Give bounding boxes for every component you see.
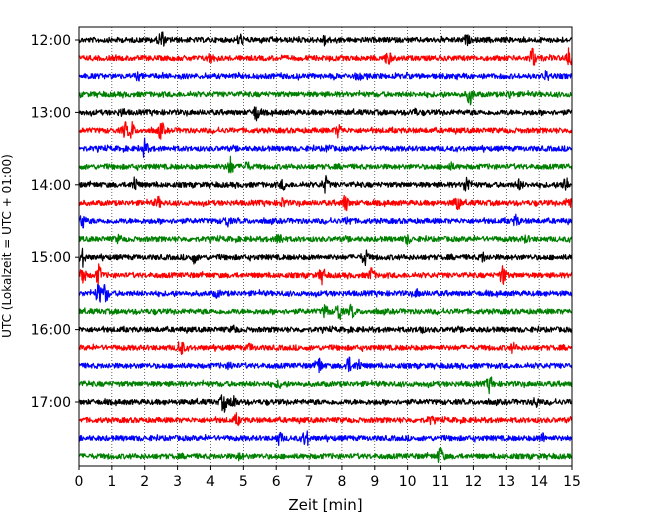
trace-1430 (78, 213, 573, 229)
trace-1500 (78, 247, 573, 268)
trace-1400 (78, 175, 573, 194)
trace-1315 (78, 121, 573, 140)
trace-1345 (78, 155, 573, 174)
trace-1545 (78, 303, 573, 321)
y-tick-label: 16:00 (31, 323, 71, 339)
trace-1745 (78, 446, 573, 463)
y-tick-label: 13:00 (31, 105, 71, 121)
x-tick-label: 7 (305, 474, 314, 490)
x-tick-label: 3 (173, 474, 182, 490)
x-tick-label: 14 (530, 474, 548, 490)
trace-1715 (78, 412, 573, 427)
trace-1515 (78, 263, 573, 287)
trace-1200 (78, 31, 573, 47)
trace-1230 (78, 70, 573, 82)
x-tick-label: 10 (399, 474, 417, 490)
trace-1445 (78, 233, 573, 246)
trace-1600 (78, 324, 573, 334)
plot-frame (78, 26, 573, 467)
trace-1700 (78, 394, 573, 413)
x-tick-label: 13 (497, 474, 515, 490)
y-axis-ticks: 12:00 13:00 14:00 15:00 16:00 17:00 (31, 33, 79, 411)
x-tick-label: 8 (337, 474, 346, 490)
x-tick-label: 4 (206, 474, 215, 490)
trace-1630 (78, 356, 573, 374)
x-tick-label: 5 (239, 474, 248, 490)
trace-1300 (78, 106, 573, 122)
trace-1330 (78, 137, 573, 158)
x-axis-label: Zeit [min] (288, 496, 362, 514)
y-tick-label: 17:00 (31, 395, 71, 411)
x-tick-label: 6 (272, 474, 281, 490)
y-tick-label: 15:00 (31, 250, 71, 266)
seismic-traces (78, 31, 573, 463)
trace-1530 (78, 283, 573, 303)
vertical-grid (111, 27, 540, 466)
trace-1415 (78, 194, 573, 212)
x-tick-label: 12 (464, 474, 482, 490)
x-tick-label: 15 (563, 474, 581, 490)
y-tick-label: 12:00 (31, 33, 71, 49)
trace-1730 (78, 430, 573, 447)
x-tick-label: 9 (370, 474, 379, 490)
x-tick-label: 2 (140, 474, 149, 490)
trace-1645 (78, 376, 573, 395)
trace-1245 (78, 90, 573, 106)
x-tick-label: 11 (432, 474, 450, 490)
trace-1215 (78, 47, 573, 66)
trace-1615 (78, 341, 573, 355)
x-axis-ticks: 0 1 2 3 4 5 6 7 8 9 10 11 12 13 14 15 (75, 466, 581, 490)
x-tick-label: 0 (75, 474, 84, 490)
y-tick-label: 14:00 (31, 178, 71, 194)
x-tick-label: 1 (107, 474, 116, 490)
y-axis-label: UTC (Lokalzeit = UTC + 01:00) (0, 154, 14, 338)
plot-background (79, 27, 572, 466)
